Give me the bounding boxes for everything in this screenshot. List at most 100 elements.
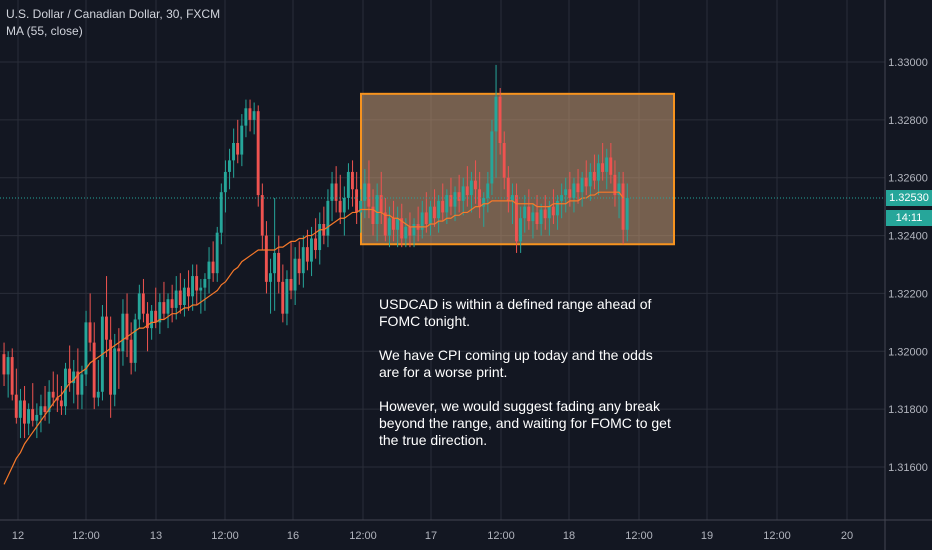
time-tick-label: 12:00	[349, 530, 377, 542]
candle-body	[543, 209, 547, 219]
candle-body	[547, 206, 551, 219]
candle-body	[305, 247, 309, 262]
candle-body	[170, 299, 174, 308]
candle-body	[203, 278, 207, 288]
candle-body	[535, 212, 539, 224]
time-tick-label: 17	[425, 530, 437, 542]
candle-body	[572, 183, 576, 198]
candle-body	[597, 163, 600, 181]
candle-body	[465, 186, 469, 196]
candle-body	[301, 247, 305, 274]
candle-body	[223, 171, 227, 193]
candle-body	[27, 409, 30, 424]
candle-body	[76, 371, 80, 395]
candle-body	[412, 224, 416, 236]
candle-body	[211, 261, 215, 274]
note-paragraph: However, we would suggest fading any bre…	[379, 398, 671, 448]
candle-body	[39, 406, 43, 415]
candle-body	[428, 206, 432, 224]
candle-body	[342, 197, 346, 213]
candle-body	[232, 143, 235, 161]
candle-body	[269, 273, 272, 282]
candle-body	[351, 171, 354, 190]
price-tick-label: 1.32800	[888, 115, 928, 127]
candle-body	[158, 302, 162, 323]
candle-body	[125, 313, 129, 340]
candle-body	[154, 310, 158, 323]
candle-body	[318, 224, 322, 251]
note-paragraph: We have CPI coming up today and the odds…	[379, 347, 653, 380]
candle-body	[580, 177, 584, 193]
time-tick-label: 20	[841, 530, 853, 542]
candle-body	[109, 339, 112, 395]
candle-body	[264, 235, 268, 282]
candle-body	[105, 316, 108, 340]
candle-body	[375, 195, 379, 224]
candle-body	[568, 189, 572, 198]
candle-body	[371, 206, 375, 224]
candle-body	[31, 409, 35, 421]
candle-body	[449, 195, 453, 207]
candle-body	[355, 189, 358, 213]
candle-body	[256, 111, 260, 196]
candle-body	[605, 157, 609, 172]
candle-body	[379, 195, 383, 213]
candle-body	[219, 192, 223, 233]
candle-body	[346, 171, 350, 198]
candle-body	[55, 397, 59, 401]
candle-body	[588, 171, 592, 187]
candle-body	[187, 287, 190, 297]
candle-body	[396, 218, 399, 230]
candle-body	[445, 195, 449, 213]
candle-body	[326, 200, 330, 236]
candle-body	[408, 226, 412, 236]
price-tick-label: 1.33000	[888, 57, 928, 69]
candle-body	[531, 212, 535, 222]
candle-body	[441, 200, 445, 213]
current-price-tag: 1.32530	[886, 189, 932, 206]
candle-body	[51, 391, 55, 398]
candle-body	[285, 278, 289, 314]
candle-body	[564, 189, 568, 196]
candle-body	[174, 290, 178, 308]
candle-body	[506, 177, 510, 201]
candle-body	[137, 293, 141, 320]
candle-body	[117, 348, 121, 352]
time-tick-label: 12:00	[487, 530, 515, 542]
candle-body	[23, 400, 26, 424]
candle-body	[453, 192, 457, 207]
candle-body	[314, 238, 317, 251]
time-tick-label: 12:00	[625, 530, 653, 542]
price-tick-label: 1.32400	[888, 231, 928, 243]
chart-legend: U.S. Dollar / Canadian Dollar, 30, FXCM …	[6, 6, 220, 40]
candle-body	[461, 186, 465, 201]
candle-body	[68, 368, 71, 384]
candle-body	[43, 406, 47, 413]
candle-body	[252, 111, 256, 120]
candle-body	[293, 258, 297, 291]
candle-body	[236, 143, 240, 155]
time-tick-label: 18	[563, 530, 575, 542]
candle-body	[613, 174, 617, 196]
candle-body	[576, 183, 580, 193]
candle-body	[195, 276, 199, 291]
candle-body	[478, 189, 481, 207]
candle-body	[338, 200, 342, 213]
candle-body	[277, 252, 281, 282]
candle-body	[617, 183, 621, 196]
candle-body	[133, 319, 137, 363]
candle-body	[72, 371, 76, 384]
candle-body	[88, 322, 92, 343]
candle-body	[281, 281, 285, 314]
candle-body	[510, 195, 514, 201]
time-tick-label: 12	[12, 530, 24, 542]
candle-body	[404, 226, 408, 239]
candle-body	[551, 206, 555, 216]
candle-body	[457, 192, 461, 201]
candle-body	[297, 258, 301, 274]
time-tick-label: 12:00	[72, 530, 100, 542]
candle-body	[146, 313, 149, 329]
candle-body	[199, 287, 203, 291]
